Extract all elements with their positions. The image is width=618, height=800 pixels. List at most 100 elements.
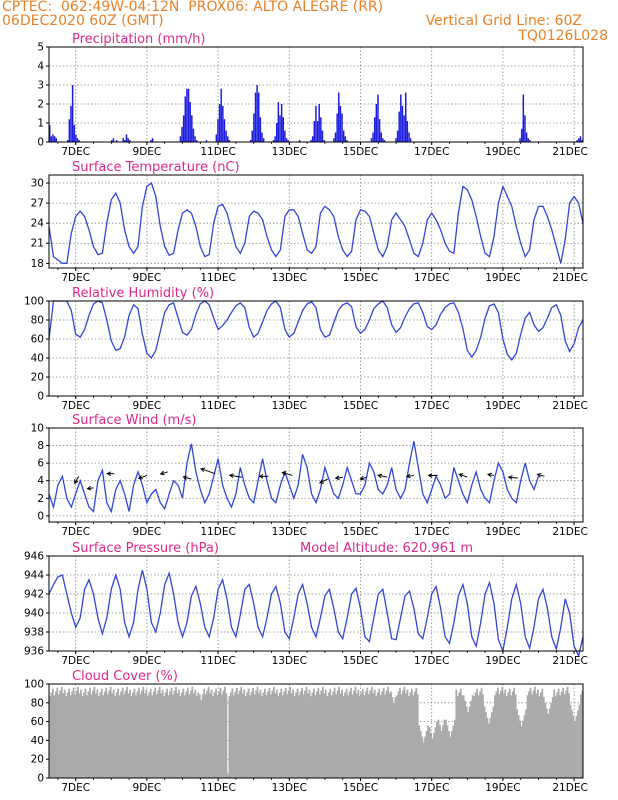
- y-tick-label: 40: [31, 353, 44, 365]
- cloud-bar: [336, 690, 339, 778]
- cloud-bar: [229, 692, 232, 778]
- panel-title: Surface Wind (m/s): [72, 413, 196, 428]
- y-tick-label: 18: [31, 258, 44, 270]
- cloud-bar: [476, 688, 478, 778]
- precip-bar: [375, 104, 378, 142]
- cloud-bar: [293, 696, 296, 778]
- cloud-bar: [149, 688, 152, 778]
- cloud-bar: [342, 696, 345, 778]
- precip-bar: [52, 134, 54, 142]
- cloud-bar: [215, 688, 217, 778]
- y-tick-label: 946: [24, 551, 44, 563]
- cloud-bar: [169, 691, 171, 778]
- cloud-bar: [393, 702, 395, 778]
- wind-arrow: [335, 476, 343, 479]
- wind-arrow: [459, 473, 468, 478]
- precip-bar: [383, 140, 386, 142]
- precip-bar: [215, 134, 218, 142]
- y-tick-label: 80: [31, 697, 44, 709]
- x-tick-label: 21DEC: [552, 526, 587, 538]
- precip-bar: [222, 105, 224, 142]
- cloud-bar: [428, 727, 431, 778]
- cloud-bar: [523, 715, 526, 778]
- wind-arrow-head: [228, 473, 234, 479]
- cloud-bar: [445, 719, 447, 778]
- precip-bar: [181, 126, 183, 142]
- cloud-bar: [366, 687, 369, 778]
- cloud-bar: [313, 688, 315, 778]
- x-tick-label: 19DEC: [485, 400, 520, 412]
- precip-bar: [313, 121, 316, 142]
- cloud-bar: [580, 694, 582, 778]
- cloud-bar: [292, 689, 295, 778]
- cloud-bar: [502, 693, 505, 778]
- cloud-bar: [225, 693, 228, 778]
- panel-title: Surface Pressure (hPa): [72, 541, 219, 556]
- cloud-bar: [90, 694, 93, 778]
- cloud-bar: [314, 695, 317, 778]
- x-tick-label: 21DEC: [552, 146, 587, 158]
- precip-bar: [275, 123, 278, 142]
- cloud-bar: [537, 689, 539, 778]
- cloud-bar: [494, 695, 496, 778]
- cloud-bar: [81, 696, 84, 778]
- y-tick-label: 0: [37, 391, 44, 403]
- cloud-bar: [399, 687, 401, 778]
- plot-frame: [48, 427, 584, 523]
- wind-arrow-head: [74, 479, 79, 485]
- cloud-bar: [332, 691, 335, 778]
- cloud-bar: [218, 691, 220, 778]
- cloud-bar: [369, 690, 372, 778]
- cloud-bar: [504, 689, 507, 778]
- cloud-bar: [256, 686, 259, 778]
- cloud-bar: [425, 731, 428, 778]
- cloud-bar: [410, 688, 413, 778]
- cloud-bar: [183, 695, 186, 778]
- cloud-bar: [477, 695, 480, 778]
- y-tick-label: 3: [37, 80, 44, 92]
- precip-bar: [520, 128, 523, 142]
- cloud-bar: [262, 692, 265, 778]
- cloud-bar: [281, 695, 284, 778]
- cloud-bar: [357, 689, 360, 778]
- cloud-bar: [66, 692, 69, 778]
- cloud-bar: [268, 687, 271, 778]
- cloud-bar: [443, 719, 446, 778]
- precip-bar: [122, 138, 124, 142]
- panel-4: 0 2 4 6 8 10 7DEC 9DEC 11DEC 13DEC 15DEC 17DEC 19DEC…: [31, 413, 588, 538]
- cloud-bar: [382, 687, 385, 778]
- precip-bar: [378, 119, 381, 142]
- cloud-bar: [60, 686, 63, 778]
- cloud-bar: [433, 732, 435, 778]
- y-tick-label: 21: [31, 238, 44, 250]
- cloud-bar: [378, 688, 381, 778]
- precip-bar: [316, 121, 319, 142]
- cloud-bar: [430, 732, 432, 778]
- precip-bar: [125, 134, 128, 142]
- x-tick-label: 13DEC: [272, 272, 307, 284]
- precip-bar: [223, 119, 226, 142]
- cloud-bar: [565, 690, 567, 778]
- x-tick-label: 13DEC: [272, 782, 307, 794]
- header-model-code: TQ0126L028: [518, 28, 608, 44]
- cloud-bar: [542, 697, 545, 778]
- cloud-bar: [87, 691, 90, 778]
- cloud-bar: [531, 694, 533, 778]
- wind-arrow: [537, 473, 545, 477]
- precip-bar: [192, 128, 195, 142]
- cloud-bar: [354, 686, 357, 778]
- cloud-bar: [304, 690, 306, 778]
- cloud-bar: [311, 692, 314, 778]
- precip-bar: [76, 138, 79, 142]
- cloud-bar: [59, 690, 62, 778]
- cloud-bar: [103, 691, 106, 778]
- wind-arrow-head: [536, 472, 542, 478]
- cloud-bar: [316, 691, 318, 778]
- cloud-bar: [499, 690, 502, 778]
- cloud-bar: [222, 690, 225, 778]
- cloud-bar: [126, 686, 128, 778]
- header-vertical-grid: Vertical Grid Line: 60Z: [425, 13, 582, 29]
- cloud-bar: [280, 688, 283, 778]
- cloud-bar: [200, 699, 203, 778]
- precip-bar: [342, 130, 345, 142]
